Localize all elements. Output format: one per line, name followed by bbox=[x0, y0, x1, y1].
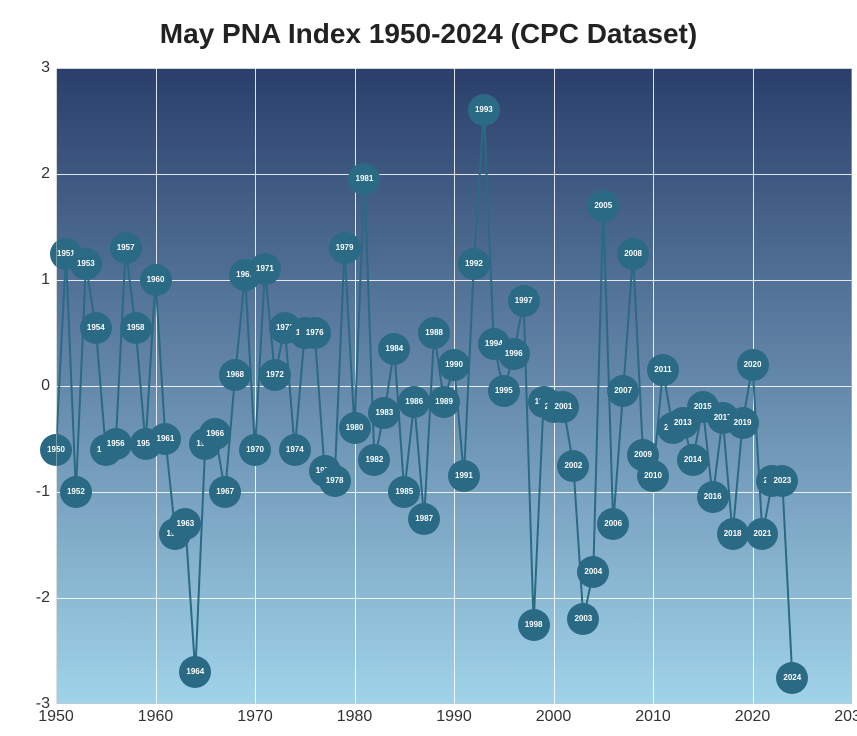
plot-area: 1950195119521953195419551956195719581959… bbox=[56, 68, 852, 704]
data-point: 2024 bbox=[776, 662, 808, 694]
data-point: 1983 bbox=[368, 397, 400, 429]
data-point: 2019 bbox=[727, 407, 759, 439]
data-point: 1982 bbox=[358, 444, 390, 476]
data-point: 1963 bbox=[169, 508, 201, 540]
data-point: 1953 bbox=[70, 248, 102, 280]
data-point: 1952 bbox=[60, 476, 92, 508]
data-point: 1974 bbox=[279, 434, 311, 466]
data-point: 1967 bbox=[209, 476, 241, 508]
x-axis-tick-label: 2010 bbox=[635, 708, 671, 726]
gridline-vertical bbox=[852, 68, 853, 704]
data-point: 2007 bbox=[607, 375, 639, 407]
data-point: 2006 bbox=[597, 508, 629, 540]
data-point: 1970 bbox=[239, 434, 271, 466]
data-point: 1985 bbox=[388, 476, 420, 508]
data-point: 1993 bbox=[468, 94, 500, 126]
gridline-horizontal bbox=[56, 386, 852, 387]
chart-container: May PNA Index 1950-2024 (CPC Dataset) 19… bbox=[0, 0, 857, 736]
x-axis-tick-label: 1970 bbox=[237, 708, 273, 726]
gridline-horizontal bbox=[56, 68, 852, 69]
y-axis-tick-label: 2 bbox=[26, 165, 50, 183]
data-point: 2002 bbox=[557, 450, 589, 482]
data-point: 1986 bbox=[398, 386, 430, 418]
data-point: 1995 bbox=[488, 375, 520, 407]
data-point: 1992 bbox=[458, 248, 490, 280]
data-point: 2011 bbox=[647, 354, 679, 386]
data-point: 1988 bbox=[418, 317, 450, 349]
data-point: 2005 bbox=[587, 190, 619, 222]
data-point: 1976 bbox=[299, 317, 331, 349]
gridline-horizontal bbox=[56, 174, 852, 175]
chart-title: May PNA Index 1950-2024 (CPC Dataset) bbox=[0, 18, 857, 50]
y-axis-tick-label: 3 bbox=[26, 59, 50, 77]
y-axis-tick-label: 1 bbox=[26, 271, 50, 289]
y-axis-tick-label: -1 bbox=[26, 483, 50, 501]
data-point: 2008 bbox=[617, 238, 649, 270]
data-point: 1998 bbox=[518, 609, 550, 641]
data-point: 2018 bbox=[717, 518, 749, 550]
gridline-horizontal bbox=[56, 598, 852, 599]
data-point: 1978 bbox=[319, 465, 351, 497]
data-point: 1958 bbox=[120, 312, 152, 344]
data-point: 2001 bbox=[547, 391, 579, 423]
data-point: 2021 bbox=[746, 518, 778, 550]
x-axis-tick-label: 1960 bbox=[138, 708, 174, 726]
x-axis-tick-label: 1980 bbox=[337, 708, 373, 726]
data-point: 1987 bbox=[408, 503, 440, 535]
data-point: 2020 bbox=[737, 349, 769, 381]
data-point: 1964 bbox=[179, 656, 211, 688]
data-point: 1957 bbox=[110, 232, 142, 264]
data-point: 1954 bbox=[80, 312, 112, 344]
data-point: 1984 bbox=[378, 333, 410, 365]
data-point: 2014 bbox=[677, 444, 709, 476]
data-point: 1956 bbox=[100, 428, 132, 460]
data-point: 1997 bbox=[508, 285, 540, 317]
data-point: 1996 bbox=[498, 338, 530, 370]
data-point: 2023 bbox=[766, 465, 798, 497]
x-axis-tick-label: 2030 bbox=[834, 708, 857, 726]
x-axis-tick-label: 1990 bbox=[436, 708, 472, 726]
data-point: 1981 bbox=[348, 163, 380, 195]
gridline-horizontal bbox=[56, 492, 852, 493]
x-axis-tick-label: 2000 bbox=[536, 708, 572, 726]
data-point: 2016 bbox=[697, 481, 729, 513]
data-point: 1991 bbox=[448, 460, 480, 492]
data-point: 1950 bbox=[40, 434, 72, 466]
x-axis-tick-label: 2020 bbox=[735, 708, 771, 726]
data-point: 1968 bbox=[219, 359, 251, 391]
data-point: 1960 bbox=[140, 264, 172, 296]
gridline-horizontal bbox=[56, 704, 852, 705]
gridline-horizontal bbox=[56, 280, 852, 281]
data-point: 1971 bbox=[249, 253, 281, 285]
y-axis-tick-label: -2 bbox=[26, 589, 50, 607]
data-point: 1966 bbox=[199, 418, 231, 450]
data-point: 1961 bbox=[149, 423, 181, 455]
data-point: 2010 bbox=[637, 460, 669, 492]
data-point: 2003 bbox=[567, 603, 599, 635]
data-point: 1972 bbox=[259, 359, 291, 391]
data-point: 1979 bbox=[329, 232, 361, 264]
data-point: 1980 bbox=[339, 412, 371, 444]
y-axis-tick-label: -3 bbox=[26, 695, 50, 713]
data-point: 1990 bbox=[438, 349, 470, 381]
y-axis-tick-label: 0 bbox=[26, 377, 50, 395]
data-point: 2004 bbox=[577, 556, 609, 588]
data-point: 1989 bbox=[428, 386, 460, 418]
